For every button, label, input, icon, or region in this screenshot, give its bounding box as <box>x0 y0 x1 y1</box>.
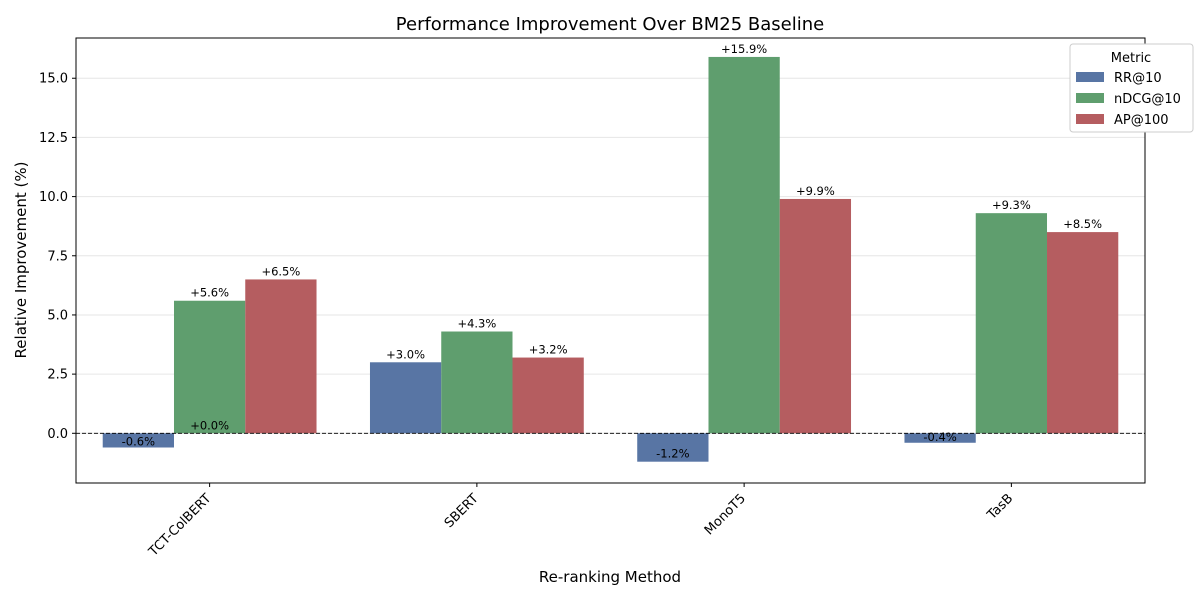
data-label: +15.9% <box>721 42 767 56</box>
y-axis-label: Relative Improvement (%) <box>12 162 30 359</box>
bar-rr-10-tasb <box>904 433 976 443</box>
legend-title: Metric <box>1111 51 1151 66</box>
bar-rr-10-tct-colbert <box>102 433 174 448</box>
bar-ndcg-10-monot5 <box>708 56 780 434</box>
y-tick-label: 7.5 <box>47 249 68 264</box>
bar-ap-100-tct-colbert <box>245 279 317 434</box>
data-label: +5.6% <box>190 286 229 300</box>
legend-label: AP@100 <box>1114 113 1169 128</box>
data-label: +9.3% <box>992 198 1031 212</box>
bar-rr-10-monot5 <box>637 433 709 462</box>
legend-swatch <box>1076 114 1104 124</box>
y-tick-label: 0.0 <box>47 427 68 442</box>
legend-swatch <box>1076 93 1104 103</box>
data-label: +6.5% <box>261 264 300 278</box>
bar-rr-10-sbert <box>369 362 442 434</box>
bar-ndcg-10-sbert <box>441 331 513 434</box>
legend-label: nDCG@10 <box>1114 92 1181 107</box>
bar-ap-100-tasb <box>1047 232 1119 434</box>
data-label: +3.2% <box>529 343 568 357</box>
zero-annotation-label: +0.0% <box>190 418 229 432</box>
bar-ndcg-10-tasb <box>975 213 1048 434</box>
y-tick-label: 12.5 <box>39 131 68 146</box>
legend-swatch <box>1076 72 1104 82</box>
legend-items: RR@10 nDCG@10 AP@100 <box>1076 71 1181 128</box>
bar-ap-100-sbert <box>512 357 584 434</box>
bars <box>102 56 1119 462</box>
data-label: -0.4% <box>923 430 956 444</box>
y-tick-label: 2.5 <box>47 368 68 383</box>
legend-label: RR@10 <box>1114 71 1162 86</box>
legend: Metric RR@10 nDCG@10 AP@100 <box>1069 43 1194 133</box>
data-label: +4.3% <box>457 317 496 331</box>
legend-box <box>1069 43 1194 133</box>
y-tick-label: 15.0 <box>39 72 68 87</box>
chart-title: Performance Improvement Over BM25 Baseli… <box>396 14 824 35</box>
axes-frame <box>75 37 1146 484</box>
bar-ap-100-monot5 <box>779 198 852 434</box>
data-label: -0.6% <box>122 434 155 448</box>
y-tick-label: 10.0 <box>39 190 68 205</box>
x-axis-label: Re-ranking Method <box>539 568 681 586</box>
data-label: +9.9% <box>796 184 835 198</box>
data-label: +3.0% <box>386 347 425 361</box>
y-ticks: 0.0 2.5 5.0 7.5 10.0 12.5 15.0 <box>39 72 76 442</box>
y-tick-label: 5.0 <box>47 308 68 323</box>
data-label: -1.2% <box>656 447 689 461</box>
data-labels: -0.6% +3.0% -1.2% -0.4% +5.6% +4.3% +15.9% +9.3… <box>122 42 1102 461</box>
data-label: +8.5% <box>1063 217 1102 231</box>
bar-ndcg-10-tct-colbert <box>173 300 246 434</box>
